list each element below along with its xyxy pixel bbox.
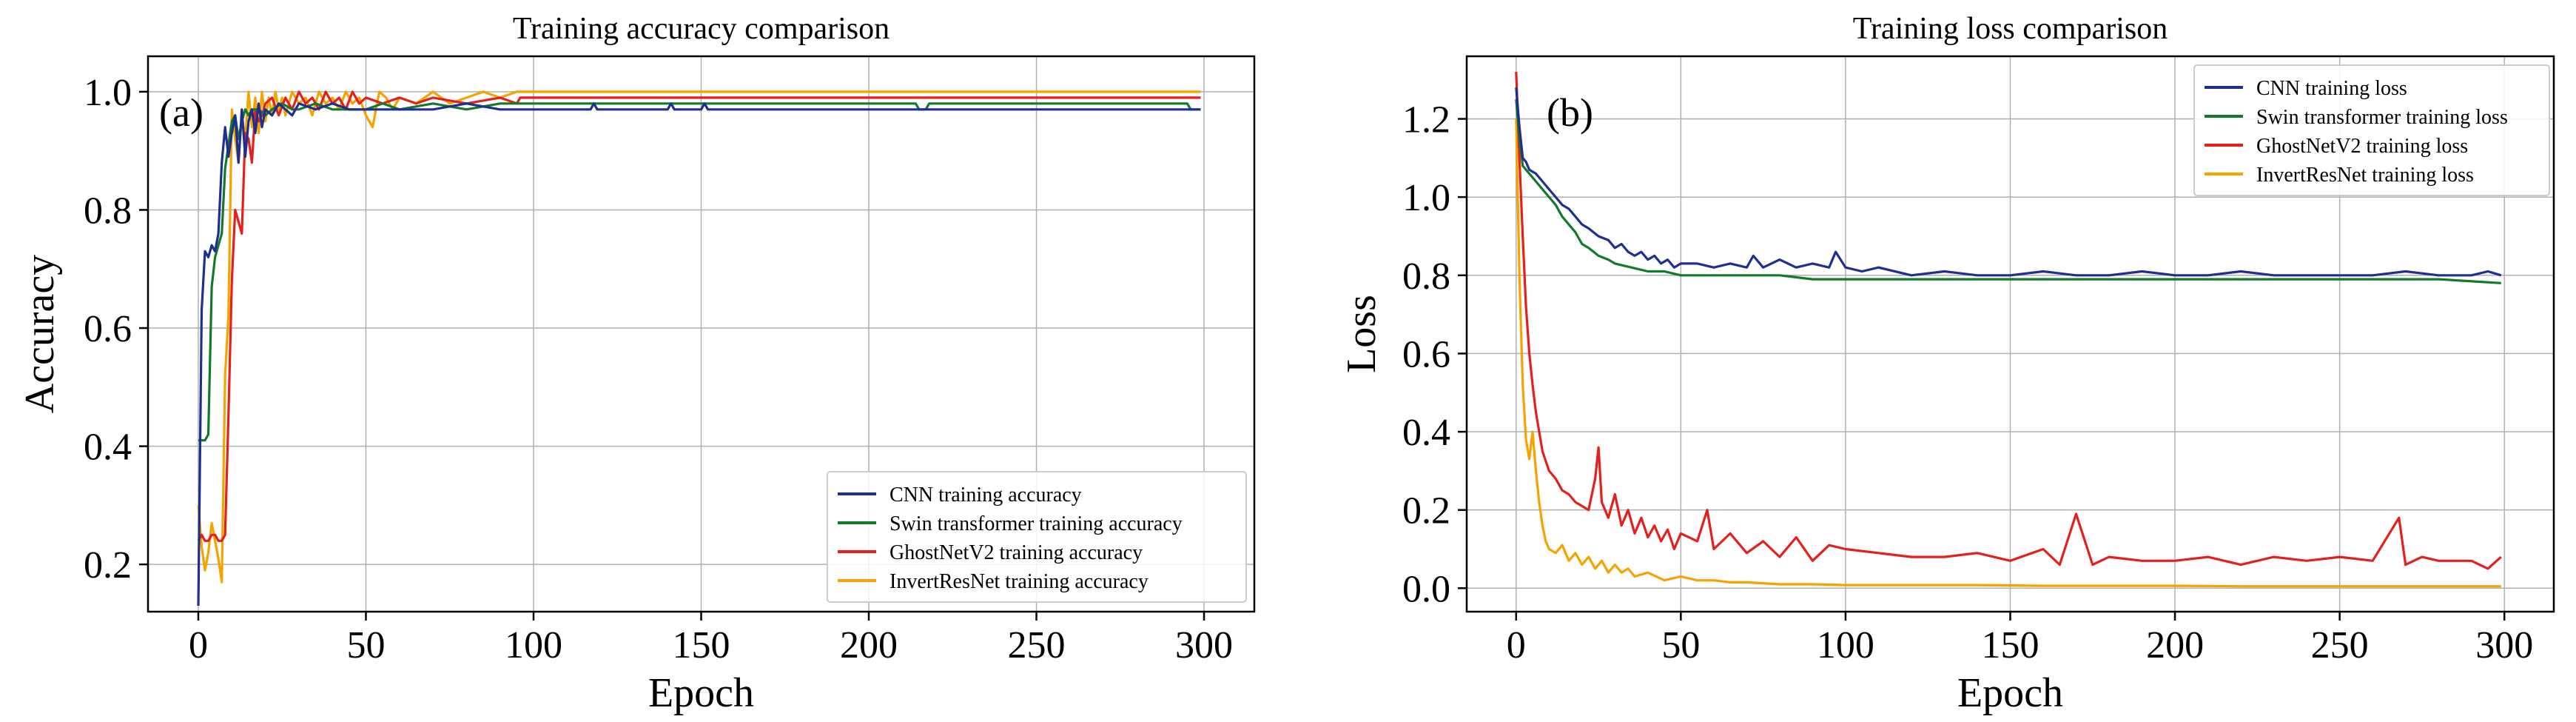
series-line [198,102,1201,442]
x-tick-label: 50 [1661,624,1700,666]
series-line [197,90,1201,542]
legend-box [2193,64,2550,196]
series-group [1515,72,2502,588]
panel-label: (b) [1547,90,1593,135]
x-tick-label: 0 [1507,624,1526,666]
y-tick-label: 0.2 [1402,490,1450,532]
x-tick-label: 200 [840,624,898,666]
y-tick-label: 0.8 [84,190,132,232]
x-tick-label: 100 [505,624,562,666]
series-line [1515,87,2502,277]
legend: CNN training loss Swin transformer traini… [2193,64,2550,196]
x-tick-label: 150 [1982,624,2039,666]
x-tick-label: 150 [673,624,730,666]
series-line [1515,72,2502,570]
legend: CNN training accuracy Swin transformer tr… [827,471,1247,603]
x-tick-label: 100 [1817,624,1874,666]
y-tick-label: 1.0 [84,72,132,114]
legend-entry: InvertResNet training loss [2256,164,2474,187]
legend-entry: GhostNetV2 training loss [2256,135,2468,158]
y-tick-label: 1.2 [1402,99,1450,141]
chart-title: Training accuracy comparison [513,12,890,46]
x-tick-label: 50 [346,624,385,666]
x-tick-label: 300 [2475,624,2533,666]
y-tick-label: 0.6 [1402,333,1450,375]
legend-entry: GhostNetV2 training accuracy [890,541,1143,564]
y-tick-label: 0.4 [1402,412,1450,454]
legend-entry: Swin transformer training accuracy [890,512,1183,535]
series-group [197,90,1201,606]
x-tick-label: 300 [1175,624,1233,666]
y-tick-label: 0.0 [1402,568,1450,610]
x-tick-label: 0 [189,624,208,666]
x-tick-label: 200 [2146,624,2204,666]
x-axis-label: Epoch [648,670,754,716]
y-tick-label: 0.8 [1402,255,1450,298]
legend-entry: CNN training accuracy [890,484,1082,507]
loss-chart: 0 50 100 150 200 250 300 0.0 0.2 0.4 0.6 0.8 1.0 1.2 T… [1339,12,2555,716]
y-tick-label: 0.4 [84,427,132,469]
x-axis-label: Epoch [1957,670,2063,716]
y-tick-label: 0.2 [84,544,132,586]
chart-title: Training loss comparison [1853,12,2168,46]
x-tick-label: 250 [2311,624,2369,666]
panel-label: (a) [159,90,204,135]
legend-box [827,471,1247,603]
series-line [1515,98,2501,284]
x-tick-label: 250 [1008,624,1066,666]
legend-entry: CNN training loss [2256,77,2407,100]
y-axis-label: Loss [1339,295,1385,373]
legend-entry: Swin transformer training loss [2256,106,2508,129]
accuracy-chart: 0 50 100 150 200 250 300 0.2 0.4 0.6 0.8 1.0 Trainin… [17,12,1256,716]
legend-entry: InvertResNet training accuracy [890,570,1149,593]
y-tick-label: 0.6 [84,308,132,350]
y-tick-label: 1.0 [1402,177,1450,219]
series-line [197,102,1201,606]
series-line [1515,118,2501,588]
y-axis-label: Accuracy [17,255,63,414]
